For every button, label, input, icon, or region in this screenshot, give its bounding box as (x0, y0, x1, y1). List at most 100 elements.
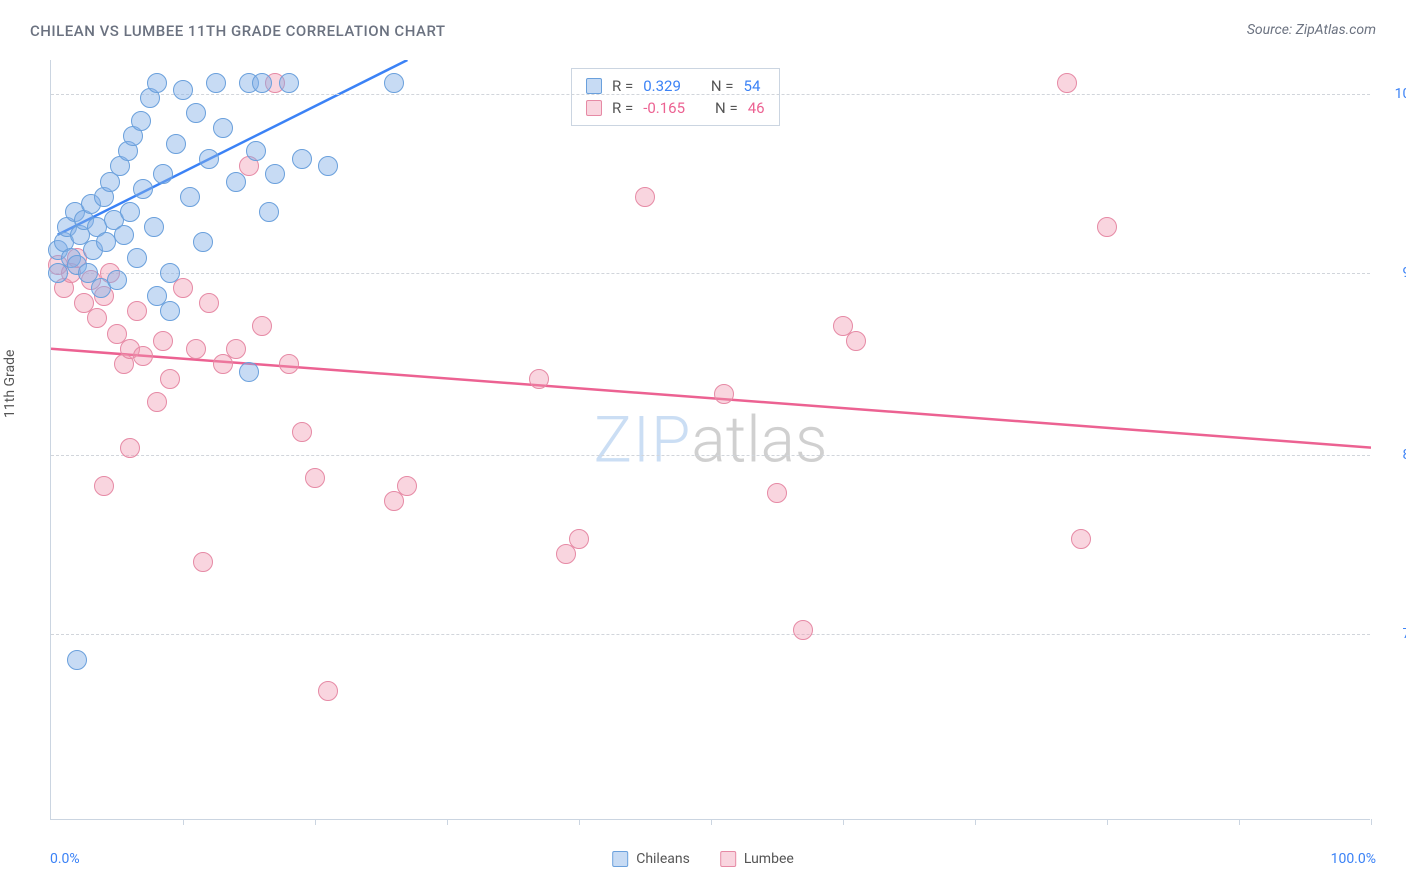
scatter-point-chilean (67, 650, 87, 670)
scatter-point-chilean (292, 149, 312, 169)
scatter-point-chilean (153, 164, 173, 184)
scatter-point-lumbee (160, 369, 180, 389)
stats-r-lumbee: -0.165 (643, 99, 685, 117)
stats-legend-box: R = 0.329 N = 54 R = -0.165 N = 46 (571, 68, 780, 126)
scatter-point-lumbee (226, 339, 246, 359)
scatter-point-chilean (114, 225, 134, 245)
y-axis-label: 11th Grade (2, 350, 18, 418)
scatter-point-chilean (318, 156, 338, 176)
scatter-point-lumbee (529, 369, 549, 389)
scatter-point-lumbee (635, 187, 655, 207)
scatter-point-lumbee (846, 331, 866, 351)
scatter-point-chilean (127, 248, 147, 268)
scatter-point-chilean (213, 118, 233, 138)
x-tick (315, 819, 316, 825)
legend-item-chilean: Chileans (612, 851, 690, 867)
scatter-point-lumbee (147, 392, 167, 412)
scatter-point-chilean (120, 202, 140, 222)
scatter-point-lumbee (133, 346, 153, 366)
stats-r-label: R = (612, 77, 633, 95)
stats-n-lumbee: 46 (748, 99, 765, 117)
scatter-point-lumbee (87, 308, 107, 328)
gridline (51, 273, 1370, 274)
stats-r-chilean: 0.329 (643, 77, 681, 95)
scatter-point-chilean (206, 73, 226, 93)
x-tick (711, 819, 712, 825)
scatter-point-lumbee (793, 620, 813, 640)
stats-n-label-2: N = (715, 99, 738, 117)
scatter-point-lumbee (173, 278, 193, 298)
scatter-point-lumbee (397, 476, 417, 496)
scatter-point-chilean (160, 263, 180, 283)
scatter-point-lumbee (833, 316, 853, 336)
gridline (51, 634, 1370, 635)
x-tick (1371, 819, 1372, 825)
scatter-point-chilean (147, 73, 167, 93)
scatter-point-lumbee (153, 331, 173, 351)
scatter-point-lumbee (193, 552, 213, 572)
scatter-point-lumbee (186, 339, 206, 359)
scatter-point-lumbee (1057, 73, 1077, 93)
swatch-chilean-icon (612, 851, 628, 867)
scatter-point-lumbee (767, 483, 787, 503)
y-tick-label: 85.0% (1380, 447, 1406, 463)
scatter-point-lumbee (1097, 217, 1117, 237)
scatter-point-chilean (279, 73, 299, 93)
scatter-point-chilean (166, 134, 186, 154)
x-tick (975, 819, 976, 825)
chart-title: CHILEAN VS LUMBEE 11TH GRADE CORRELATION… (30, 22, 446, 40)
scatter-point-chilean (107, 270, 127, 290)
gridline (51, 94, 1370, 95)
scatter-point-lumbee (120, 438, 140, 458)
scatter-point-chilean (199, 149, 219, 169)
scatter-point-chilean (384, 73, 404, 93)
x-tick (183, 819, 184, 825)
x-tick (447, 819, 448, 825)
plot-area: ZIPatlas R = 0.329 N = 54 R = -0.165 N =… (50, 60, 1370, 820)
x-axis-max-label: 100.0% (1331, 851, 1376, 867)
y-tick-label: 100.0% (1380, 86, 1406, 102)
scatter-point-chilean (239, 362, 259, 382)
watermark-atlas: atlas (691, 402, 827, 477)
watermark-zip: ZIP (594, 402, 692, 477)
x-tick (1239, 819, 1240, 825)
swatch-lumbee-icon (586, 100, 602, 116)
stats-row-lumbee: R = -0.165 N = 46 (586, 97, 765, 119)
swatch-lumbee-icon (720, 851, 736, 867)
stats-n-label: N = (711, 77, 734, 95)
scatter-point-lumbee (318, 681, 338, 701)
scatter-point-chilean (173, 80, 193, 100)
y-tick-label: 77.5% (1380, 626, 1406, 642)
scatter-point-chilean (246, 141, 266, 161)
scatter-point-lumbee (94, 476, 114, 496)
scatter-point-chilean (131, 111, 151, 131)
legend-label-chilean: Chileans (636, 851, 690, 867)
scatter-point-chilean (133, 179, 153, 199)
legend-item-lumbee: Lumbee (720, 851, 794, 867)
scatter-point-chilean (160, 301, 180, 321)
scatter-point-lumbee (305, 468, 325, 488)
scatter-point-lumbee (569, 529, 589, 549)
x-tick (1107, 819, 1108, 825)
scatter-point-chilean (180, 187, 200, 207)
legend-label-lumbee: Lumbee (744, 851, 794, 867)
scatter-point-lumbee (714, 384, 734, 404)
scatter-point-lumbee (292, 422, 312, 442)
x-tick (579, 819, 580, 825)
scatter-point-chilean (252, 73, 272, 93)
stats-r-label-2: R = (612, 99, 633, 117)
scatter-point-chilean (144, 217, 164, 237)
legend-bottom: Chileans Lumbee (612, 851, 794, 867)
scatter-point-lumbee (1071, 529, 1091, 549)
gridline (51, 455, 1370, 456)
source-label: Source: ZipAtlas.com (1247, 22, 1376, 38)
scatter-point-lumbee (199, 293, 219, 313)
scatter-point-chilean (226, 172, 246, 192)
watermark: ZIPatlas (594, 402, 828, 477)
scatter-point-chilean (259, 202, 279, 222)
scatter-point-lumbee (252, 316, 272, 336)
x-axis-min-label: 0.0% (50, 851, 80, 867)
scatter-point-lumbee (127, 301, 147, 321)
scatter-point-chilean (265, 164, 285, 184)
scatter-point-lumbee (279, 354, 299, 374)
